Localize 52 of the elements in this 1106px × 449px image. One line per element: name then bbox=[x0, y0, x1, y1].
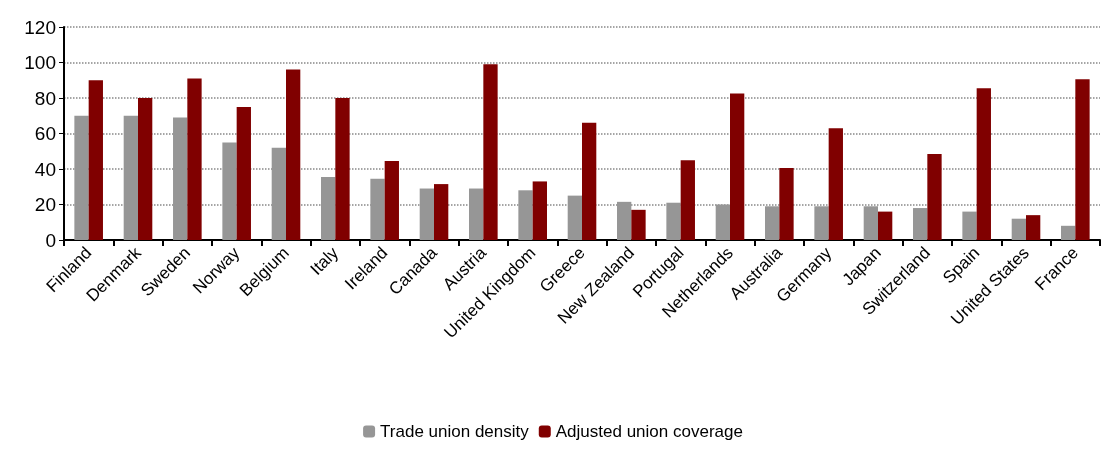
y-tick-label: 100 bbox=[24, 52, 56, 73]
bar bbox=[878, 211, 893, 240]
bar bbox=[828, 128, 843, 240]
legend-label: Trade union density bbox=[380, 422, 530, 441]
bar bbox=[730, 93, 745, 240]
bar bbox=[222, 142, 237, 240]
bar bbox=[779, 168, 794, 240]
bar bbox=[286, 69, 301, 240]
bar bbox=[1026, 215, 1041, 240]
bar bbox=[173, 117, 188, 240]
bar bbox=[123, 115, 138, 240]
x-tick-label: Italy bbox=[306, 242, 343, 279]
y-tick-label: 20 bbox=[34, 194, 56, 215]
bar bbox=[582, 122, 597, 240]
bar bbox=[469, 188, 484, 240]
bar bbox=[567, 195, 582, 240]
bar bbox=[88, 80, 103, 240]
bar bbox=[913, 208, 928, 240]
bar bbox=[321, 176, 336, 240]
bar bbox=[1075, 79, 1090, 240]
legend-label: Adjusted union coverage bbox=[555, 422, 743, 441]
bar bbox=[765, 206, 780, 240]
bar bbox=[384, 161, 399, 240]
bar bbox=[419, 188, 434, 240]
bar bbox=[680, 160, 695, 240]
bar bbox=[532, 181, 547, 240]
bar bbox=[1061, 225, 1076, 240]
bar bbox=[74, 115, 89, 240]
y-tick-label: 0 bbox=[45, 229, 56, 251]
bar bbox=[863, 206, 878, 240]
bar bbox=[483, 64, 498, 240]
y-tick-label: 60 bbox=[34, 123, 56, 144]
bar bbox=[927, 153, 942, 240]
y-tick-label: 120 bbox=[24, 16, 56, 38]
bar bbox=[335, 98, 350, 240]
bar bbox=[814, 206, 829, 240]
bar bbox=[715, 204, 730, 240]
bar bbox=[1011, 218, 1026, 240]
bar bbox=[976, 88, 991, 240]
bar bbox=[631, 209, 646, 240]
bar bbox=[370, 178, 385, 240]
bar bbox=[518, 190, 533, 240]
bar bbox=[962, 211, 977, 240]
y-tick-label: 40 bbox=[34, 158, 56, 180]
bar bbox=[236, 106, 251, 240]
bar bbox=[617, 201, 632, 240]
bar bbox=[187, 78, 202, 240]
bar bbox=[434, 184, 449, 240]
y-tick-label: 80 bbox=[34, 87, 56, 109]
bar bbox=[271, 147, 286, 240]
bar bbox=[138, 98, 153, 240]
bar bbox=[666, 202, 681, 240]
